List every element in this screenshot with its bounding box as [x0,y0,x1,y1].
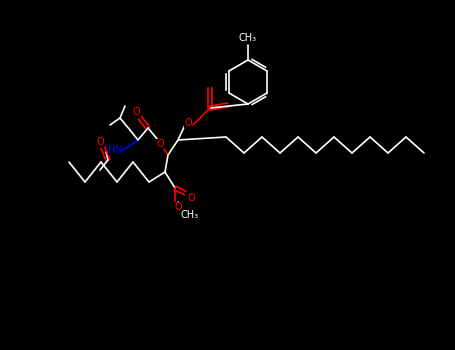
Text: O: O [174,202,182,212]
Text: O: O [132,107,140,117]
Text: CH₃: CH₃ [239,33,257,43]
Text: CH₃: CH₃ [181,210,199,220]
Text: O: O [184,118,192,128]
Text: HN: HN [108,145,122,155]
Text: O: O [96,137,104,147]
Text: O: O [156,139,164,149]
Text: O: O [187,193,195,203]
